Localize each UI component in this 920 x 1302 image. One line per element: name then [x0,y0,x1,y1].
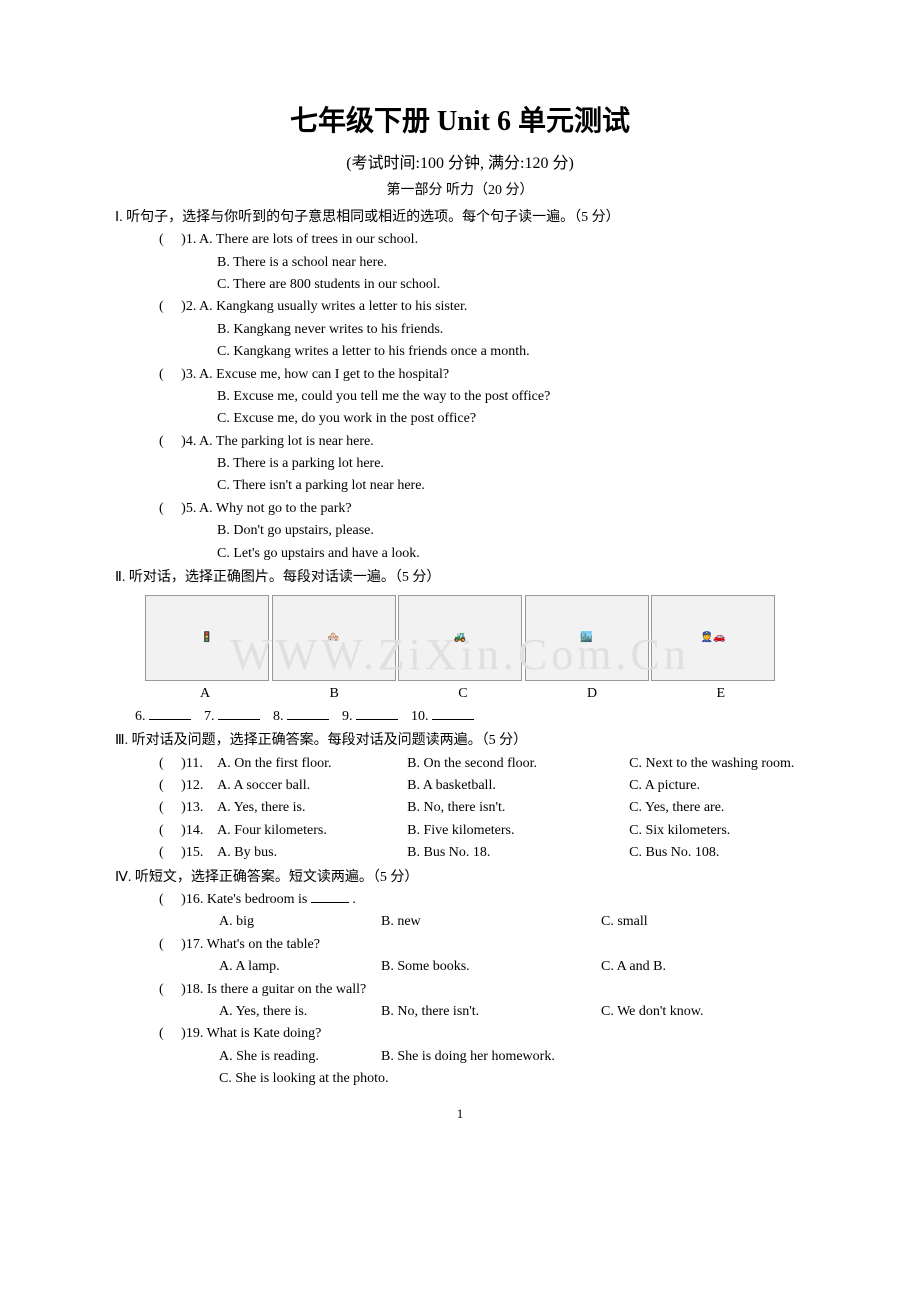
q15: ( )15.A. By bus.B. Bus No. 18.C. Bus No.… [115,842,805,864]
q14: ( )14.A. Four kilometers.B. Five kilomet… [115,820,805,842]
q4-option-b: B. There is a parking lot here. [115,453,805,475]
q19-option-c: C. She is looking at the photo. [115,1068,805,1090]
bracket: ( [159,229,164,251]
image-b: 🏘️ [272,595,396,681]
blank-6[interactable] [149,719,191,720]
q3-option-a: ( )3. A. Excuse me, how can I get to the… [115,364,805,386]
section-4-header: Ⅳ. 听短文，选择正确答案。短文读两遍。（5 分） [115,867,805,889]
blank-answers: 6. 7. 8. 9. 10. [115,706,805,728]
q2-option-a: ( )2. A. Kangkang usually writes a lette… [115,296,805,318]
q16-options: A. bigB. newC. small [115,911,805,933]
label-c: C [458,683,467,705]
q19-stem: ( )19. What is Kate doing? [115,1023,805,1045]
q5-option-a: ( )5. A. Why not go to the park? [115,498,805,520]
q4-option-c: C. There isn't a parking lot near here. [115,475,805,497]
q3-option-b: B. Excuse me, could you tell me the way … [115,386,805,408]
q12: ( )12.A. A soccer ball.B. A basketball.C… [115,775,805,797]
image-label-row: A B C D E [115,683,805,705]
q11: ( )11.A. On the first floor.B. On the se… [115,753,805,775]
image-e: 👮🚗 [651,595,775,681]
section-2-header: Ⅱ. 听对话，选择正确图片。每段对话读一遍。（5 分） [115,567,805,589]
q3-option-c: C. Excuse me, do you work in the post of… [115,408,805,430]
q1-option-a: ( )1. A. There are lots of trees in our … [115,229,805,251]
q18-options: A. Yes, there is.B. No, there isn't.C. W… [115,1001,805,1023]
image-c: 🚜 [398,595,522,681]
q4-option-a: ( )4. A. The parking lot is near here. [115,431,805,453]
blank-9[interactable] [356,719,398,720]
q2-option-b: B. Kangkang never writes to his friends. [115,319,805,341]
image-d: 🏙️ [525,595,649,681]
q16-stem: ( )16. Kate's bedroom is . [115,889,805,911]
q17-stem: ( )17. What's on the table? [115,934,805,956]
q2-option-c: C. Kangkang writes a letter to his frien… [115,341,805,363]
label-d: D [587,683,597,705]
image-row: 🚦 🏘️ 🚜 🏙️ 👮🚗 [115,589,805,683]
q1-option-c: C. There are 800 students in our school. [115,274,805,296]
blank-q16[interactable] [311,902,349,903]
q5-option-b: B. Don't go upstairs, please. [115,520,805,542]
exam-info: (考试时间:100 分钟, 满分:120 分) [115,151,805,177]
page-number: 1 [115,1104,805,1125]
page-title: 七年级下册 Unit 6 单元测试 [115,100,805,145]
image-a: 🚦 [145,595,269,681]
blank-7[interactable] [218,719,260,720]
q18-stem: ( )18. Is there a guitar on the wall? [115,979,805,1001]
label-a: A [200,683,210,705]
blank-10[interactable] [432,719,474,720]
label-b: B [330,683,339,705]
q13: ( )13.A. Yes, there is.B. No, there isn'… [115,797,805,819]
blank-8[interactable] [287,719,329,720]
label-e: E [716,683,725,705]
part-heading: 第一部分 听力（20 分） [115,180,805,202]
q19-options-ab: A. She is reading.B. She is doing her ho… [115,1046,805,1068]
section-1-header: Ⅰ. 听句子，选择与你听到的句子意思相同或相近的选项。每个句子读一遍。（5 分） [115,207,805,229]
q17-options: A. A lamp.B. Some books.C. A and B. [115,956,805,978]
q1-option-b: B. There is a school near here. [115,252,805,274]
q5-option-c: C. Let's go upstairs and have a look. [115,543,805,565]
section-3-header: Ⅲ. 听对话及问题，选择正确答案。每段对话及问题读两遍。（5 分） [115,730,805,752]
